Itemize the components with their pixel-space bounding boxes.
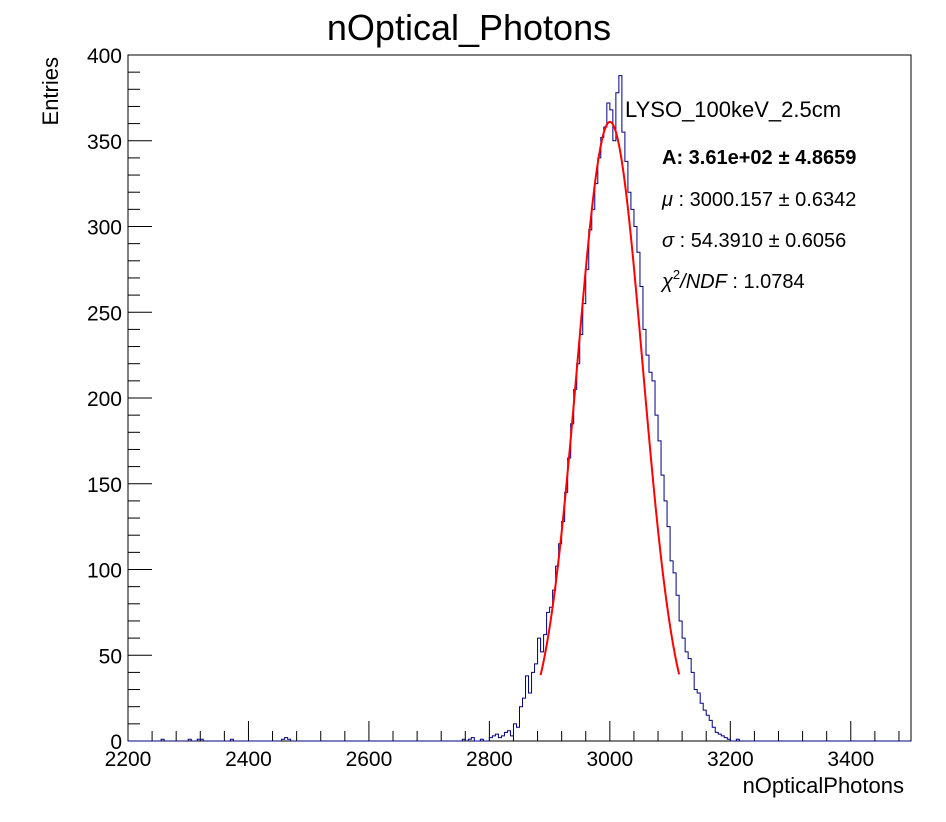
legend-chi-value: : 1.0784	[727, 271, 805, 293]
y-axis-label: Entries	[38, 57, 63, 125]
legend-mu: μ : 3000.157 ± 0.6342	[661, 189, 856, 211]
x-tick-label: 2400	[225, 748, 272, 771]
legend-chi-ndf: /NDF	[678, 271, 728, 293]
legend-amplitude: A: 3.61e+02 ± 4.8659	[662, 147, 856, 169]
y-tick-label: 50	[99, 645, 122, 668]
legend-sigma-value: : 54.3910 ± 0.6056	[674, 230, 846, 252]
y-tick-label: 150	[87, 474, 122, 497]
y-tick-label: 400	[87, 45, 122, 68]
y-tick-label: 0	[110, 731, 122, 754]
y-tick-label: 100	[87, 560, 122, 583]
legend-sigma-symbol: σ	[662, 230, 675, 252]
y-tick-label: 200	[87, 388, 122, 411]
y-tick-label: 350	[87, 131, 122, 154]
legend-chi-symbol: χ	[660, 271, 674, 293]
histogram-series	[128, 75, 911, 742]
legend-amplitude-label: A: 3.61e+02	[662, 147, 773, 169]
x-axis-label: nOpticalPhotons	[743, 773, 904, 798]
legend-sigma: σ : 54.3910 ± 0.6056	[662, 230, 846, 252]
fit-curve	[539, 120, 681, 676]
x-tick-label: 2800	[466, 748, 513, 771]
x-tick-label: 3000	[586, 748, 633, 771]
y-tick-label: 300	[87, 217, 122, 240]
y-tick-label: 250	[87, 302, 122, 325]
legend-mu-symbol: μ	[661, 189, 673, 211]
axis-ticks	[127, 54, 900, 742]
x-tick-label: 3200	[707, 748, 754, 771]
legend-series-name: LYSO_100keV_2.5cm	[625, 97, 841, 122]
legend-amplitude-error: ± 4.8659	[779, 147, 857, 169]
stats-legend: LYSO_100keV_2.5cm A: 3.61e+02 ± 4.8659 μ …	[625, 97, 856, 293]
chart-title: nOptical_Photons	[327, 7, 611, 48]
legend-mu-value: : 3000.157 ± 0.6342	[673, 189, 856, 211]
legend-chi-sup: 2	[673, 267, 680, 282]
tick-labels: 2200 2400 2600 2800 3000 3200 3400050100150200…	[87, 45, 874, 771]
x-tick-label: 2200	[105, 748, 152, 771]
x-tick-label: 2600	[346, 748, 393, 771]
x-tick-label: 3400	[827, 748, 874, 771]
legend-chi2: χ2/NDF : 1.0784	[660, 267, 805, 293]
